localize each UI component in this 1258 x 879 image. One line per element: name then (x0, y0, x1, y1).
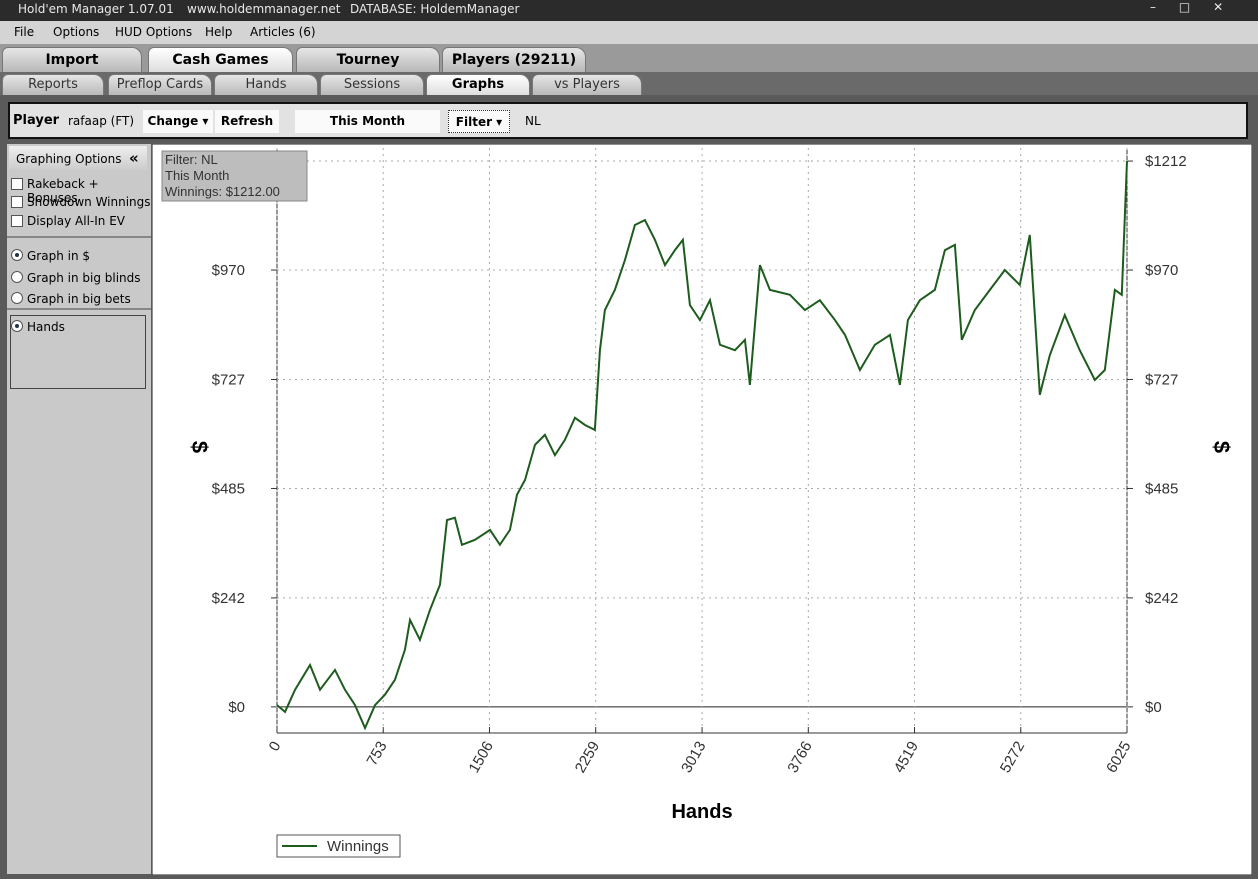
main-tab[interactable]: Tourney (296, 47, 440, 72)
change-button[interactable]: Change ▾ (143, 110, 213, 133)
y2-tick-label: $485 (1145, 480, 1178, 497)
player-name: rafaap (FT) (68, 114, 135, 128)
sub-tab[interactable]: Sessions (320, 74, 424, 95)
radio-option[interactable]: Graph in $ (11, 249, 90, 263)
radio-button[interactable] (11, 249, 23, 261)
refresh-button[interactable]: Refresh (215, 110, 279, 133)
sidebar: Graphing Options « Rakeback + Bonuses Sho… (7, 144, 151, 874)
y-tick-label: $242 (212, 590, 245, 607)
radio-button[interactable] (11, 292, 23, 304)
app-url: www.holdemmanager.net (187, 2, 341, 16)
sub-tab[interactable]: vs Players (532, 74, 642, 95)
radio-option[interactable]: Hands (11, 320, 65, 334)
window-buttons[interactable]: – □ ✕ (1150, 0, 1224, 14)
option-label: Rakeback + Bonuses (27, 177, 99, 205)
option-label: Graph in big bets (27, 292, 131, 306)
checkbox[interactable] (11, 178, 23, 190)
y2-tick-label: $727 (1145, 371, 1178, 388)
y-tick-label: $0 (228, 699, 245, 716)
y2-tick-label: $242 (1145, 590, 1178, 607)
chart: $0 $0 $242 $242 $485 $485 $727 $727 $970 $970 $121… (152, 144, 1252, 875)
radio-option[interactable]: Graph in big bets (11, 292, 131, 306)
checkbox[interactable] (11, 215, 23, 227)
menu-item[interactable]: Options (53, 25, 100, 39)
y2-tick-label: $0 (1145, 699, 1162, 716)
sub-tabs: Reports Preflop Cards Hands Sessions Graphs v… (0, 72, 1258, 95)
legend-label: Winnings (327, 838, 389, 855)
info-text: Winnings: $1212.00 (165, 184, 280, 199)
radio-button[interactable] (11, 320, 23, 332)
filter-text: Filter (455, 115, 492, 129)
toolbar: Player rafaap (FT) Change ▾ Refresh This… (8, 102, 1248, 139)
y-tick-label: $485 (212, 480, 245, 497)
main-tabs: Import Cash Games Tourney Players (29211) (0, 44, 1258, 72)
option-label: Hands (27, 320, 65, 334)
info-text: Filter: NL (165, 152, 218, 167)
option-label: Graph in $ (27, 249, 91, 263)
option-label: Graph in big blinds (27, 271, 141, 285)
menu-item[interactable]: File (14, 25, 35, 39)
y-tick-label: $727 (212, 371, 245, 388)
menu-item[interactable]: Help (205, 25, 233, 39)
sub-tab[interactable]: Reports (2, 74, 104, 95)
sub-tab[interactable]: Graphs (426, 74, 530, 95)
period-button[interactable]: This Month (295, 110, 440, 133)
radio-option[interactable]: Graph in big blinds (11, 271, 141, 285)
x-axis-label: Hands (671, 801, 732, 823)
series-line (276, 161, 1128, 731)
info-box (161, 150, 308, 202)
y-tick-label: $970 (212, 262, 245, 279)
menu-item[interactable]: Articles (6) (250, 25, 316, 39)
collapse-button[interactable]: « (129, 149, 139, 167)
checkbox[interactable] (11, 196, 23, 208)
y-axis-label: $ (187, 441, 212, 453)
option-label: Display All-In EV (27, 214, 126, 228)
title-bar: Hold'em Manager 1.07.01 www.holdemmanage… (0, 0, 1258, 21)
player-label: Player (13, 113, 60, 128)
main-tab[interactable]: Players (29211) (442, 47, 586, 72)
sidebar-title: Graphing Options (16, 152, 122, 166)
change-text: Change (147, 114, 199, 128)
menu-bar: File Options HUD Options Help Articles (6) (0, 21, 1258, 44)
sub-tab[interactable]: Hands (214, 74, 318, 95)
database: DATABASE: HoldemManager (350, 2, 520, 16)
sub-tab[interactable]: Preflop Cards (108, 74, 212, 95)
legend-box (276, 834, 401, 858)
filter-value: NL (525, 114, 541, 128)
checkbox-option[interactable]: Rakeback + Bonuses (11, 177, 151, 205)
separator (7, 308, 151, 310)
main-tab[interactable]: Cash Games (148, 47, 293, 72)
y2-tick-label: $970 (1145, 262, 1178, 279)
checkbox-option[interactable]: Showdown Winnings (11, 195, 151, 209)
separator (7, 236, 151, 238)
main-tab[interactable]: Import (2, 47, 142, 72)
sidebar-header: Graphing Options « (9, 146, 147, 170)
y2-axis-label: $ (1209, 441, 1234, 453)
y2-tick-label: $1212 (1145, 153, 1187, 170)
radio-button[interactable] (11, 271, 23, 283)
menu-item[interactable]: HUD Options (115, 25, 193, 39)
option-label: Showdown Winnings (27, 195, 151, 209)
filter-button[interactable]: Filter ▾ (448, 110, 510, 133)
app-title: Hold'em Manager 1.07.01 (18, 2, 174, 16)
x-axis-box (10, 315, 146, 389)
info-text: This Month (165, 168, 229, 183)
checkbox-option[interactable]: Display All-In EV (11, 214, 125, 228)
